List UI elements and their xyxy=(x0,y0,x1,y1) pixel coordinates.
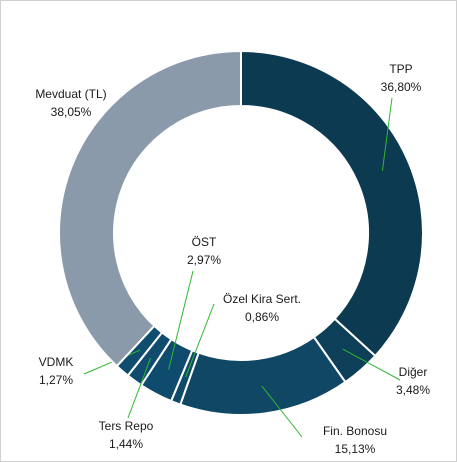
leader-line xyxy=(381,97,393,171)
leader-line xyxy=(127,358,151,419)
slice-label: Özel Kira Sert. xyxy=(223,292,301,306)
slice-label: Diğer xyxy=(399,365,428,379)
slice-label: TPP xyxy=(389,62,412,76)
donut-slice xyxy=(58,49,242,368)
slice-value-label: 15,13% xyxy=(335,442,376,456)
slice-value-label: 1,44% xyxy=(109,437,143,451)
slice-value-label: 1,27% xyxy=(39,373,73,387)
slice-label: Mevduat (TL) xyxy=(35,87,106,101)
slice-label: Ters Repo xyxy=(99,419,154,433)
slice-label: Fin. Bonosu xyxy=(323,424,387,438)
leader-line xyxy=(261,385,303,438)
slice-value-label: 38,05% xyxy=(51,105,92,119)
leader-line xyxy=(342,348,401,381)
slice-label: ÖST xyxy=(192,235,217,249)
slice-value-label: 2,97% xyxy=(187,253,221,267)
slice-value-label: 36,80% xyxy=(381,80,422,94)
slice-value-label: 0,86% xyxy=(245,310,279,324)
slice-label: VDMK xyxy=(39,355,74,369)
slice-value-label: 3,48% xyxy=(396,383,430,397)
leader-line xyxy=(185,303,215,378)
donut-slice xyxy=(240,49,424,358)
leader-line xyxy=(168,270,194,370)
